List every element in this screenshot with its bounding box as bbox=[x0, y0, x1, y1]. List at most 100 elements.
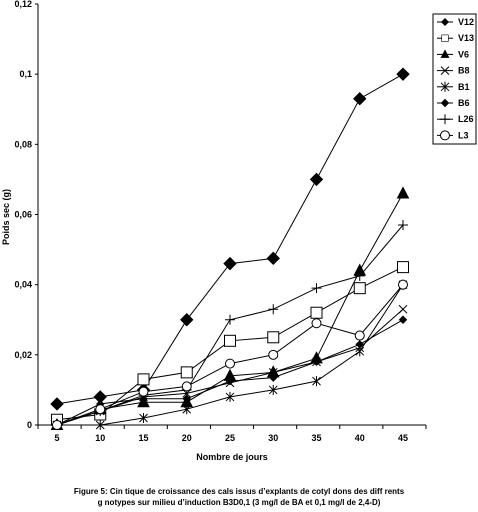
legend-marker-b1 bbox=[440, 81, 450, 92]
point-b1 bbox=[268, 384, 278, 395]
legend-label-b1: B1 bbox=[458, 82, 470, 92]
caption-line-1: Figure 5: Cin tique de croissance des ca… bbox=[73, 487, 405, 496]
point-v13 bbox=[310, 306, 323, 319]
point-v12 bbox=[266, 251, 280, 266]
y-tick-label: 0,12 bbox=[14, 0, 32, 9]
point-l3 bbox=[52, 420, 62, 430]
point-v12 bbox=[180, 313, 194, 327]
series-line-b1 bbox=[57, 284, 404, 426]
legend-item-l3: L3 bbox=[437, 130, 469, 141]
point-b6 bbox=[269, 373, 278, 382]
point-b1 bbox=[225, 391, 235, 402]
y-tick-label: 0 bbox=[27, 420, 32, 430]
series-line-l3 bbox=[56, 284, 404, 426]
series-b6 bbox=[52, 315, 408, 430]
point-v13 bbox=[224, 334, 236, 347]
x-tick-label: 35 bbox=[311, 433, 321, 443]
y-axis-title: Poids sec (g) bbox=[1, 189, 11, 245]
y-ticks: 0 0,02 0,04 0,06 0,08 0,1 0,12 bbox=[14, 0, 38, 430]
point-v13 bbox=[397, 261, 409, 274]
y-tick-label: 0,04 bbox=[14, 280, 32, 290]
point-b8 bbox=[268, 368, 278, 377]
legend-label-v13: V13 bbox=[458, 33, 474, 43]
point-v13 bbox=[353, 282, 366, 295]
x-tick-label: 15 bbox=[138, 433, 148, 443]
point-l3 bbox=[225, 358, 235, 369]
series-b1 bbox=[52, 279, 408, 430]
point-v13 bbox=[180, 366, 193, 379]
point-l26 bbox=[225, 314, 235, 325]
figure-caption: Figure 5: Cin tique de croissance des ca… bbox=[0, 486, 478, 508]
series-v12 bbox=[50, 67, 410, 411]
legend: V12 V13 V6 B8 B1 B6 L26 L3 bbox=[432, 13, 477, 145]
y-tick-label: 0,06 bbox=[14, 210, 32, 220]
x-tick-label: 30 bbox=[268, 433, 278, 443]
legend-marker-b8 bbox=[440, 66, 450, 75]
y-tick-label: 0,02 bbox=[14, 350, 32, 360]
point-l3 bbox=[354, 330, 365, 341]
legend-item-v13: V13 bbox=[437, 33, 474, 43]
point-v13 bbox=[267, 331, 280, 344]
point-b1 bbox=[182, 404, 192, 415]
point-b1 bbox=[95, 420, 105, 430]
series-line-v6 bbox=[56, 193, 404, 426]
legend-item-v6: V6 bbox=[437, 49, 469, 59]
point-l3 bbox=[181, 381, 192, 392]
legend-label-v12: V12 bbox=[458, 17, 474, 27]
legend-marker-l26 bbox=[440, 114, 450, 125]
y-tick-label: 0,08 bbox=[14, 139, 32, 149]
point-b1 bbox=[139, 412, 148, 423]
x-tick-label: 45 bbox=[398, 433, 408, 443]
x-ticks: 5 10 15 20 25 30 35 40 45 bbox=[37, 425, 427, 443]
point-v12 bbox=[309, 172, 324, 187]
point-l26 bbox=[311, 283, 322, 294]
x-tick-label: 25 bbox=[225, 433, 235, 443]
x-tick-label: 20 bbox=[182, 433, 192, 443]
legend-item-b8: B8 bbox=[437, 66, 470, 76]
y-tick-label: 0,1 bbox=[19, 69, 32, 79]
legend-item-b6: B6 bbox=[437, 98, 470, 108]
point-v12 bbox=[50, 397, 64, 411]
legend-label-l26: L26 bbox=[458, 114, 474, 124]
legend-label-v6: V6 bbox=[458, 49, 469, 59]
point-b8 bbox=[398, 304, 408, 314]
legend-label-b8: B8 bbox=[458, 66, 470, 76]
point-v13 bbox=[137, 373, 150, 386]
x-tick-label: 5 bbox=[54, 433, 59, 443]
legend-marker-v12 bbox=[440, 17, 450, 27]
series-layer bbox=[50, 67, 410, 430]
point-l26 bbox=[268, 304, 279, 315]
legend-item-v12: V12 bbox=[437, 17, 474, 27]
x-axis-title: Nombre de jours bbox=[196, 452, 268, 462]
point-b6 bbox=[225, 376, 235, 386]
legend-label-b6: B6 bbox=[458, 98, 470, 108]
point-v12 bbox=[223, 256, 237, 271]
point-l26 bbox=[398, 220, 408, 231]
point-v12 bbox=[353, 92, 367, 106]
point-l3 bbox=[138, 386, 149, 397]
x-tick-label: 40 bbox=[355, 433, 365, 443]
point-b6 bbox=[398, 315, 408, 324]
point-b6 bbox=[355, 340, 364, 349]
point-v12 bbox=[396, 67, 410, 81]
x-tick-label: 10 bbox=[95, 433, 105, 443]
series-line-v12 bbox=[56, 73, 404, 405]
legend-marker-b6 bbox=[440, 98, 450, 108]
point-v6 bbox=[396, 186, 410, 199]
caption-line-2: g notypes sur milieu d’induction B3D0,1 … bbox=[97, 498, 381, 507]
legend-item-b1: B1 bbox=[437, 81, 470, 92]
point-l3 bbox=[268, 349, 279, 360]
legend-marker-l3 bbox=[440, 130, 450, 141]
legend-marker-v6 bbox=[440, 49, 450, 58]
legend-item-l26: L26 bbox=[437, 114, 474, 125]
point-b6 bbox=[182, 394, 191, 403]
point-b1 bbox=[312, 376, 321, 387]
point-l3 bbox=[311, 318, 322, 329]
series-l3 bbox=[52, 279, 408, 430]
legend-label-l3: L3 bbox=[458, 130, 469, 140]
legend-box bbox=[432, 13, 477, 145]
point-l26 bbox=[354, 270, 365, 281]
point-l3 bbox=[398, 279, 408, 290]
point-l3 bbox=[95, 404, 106, 415]
point-b6 bbox=[312, 357, 321, 367]
